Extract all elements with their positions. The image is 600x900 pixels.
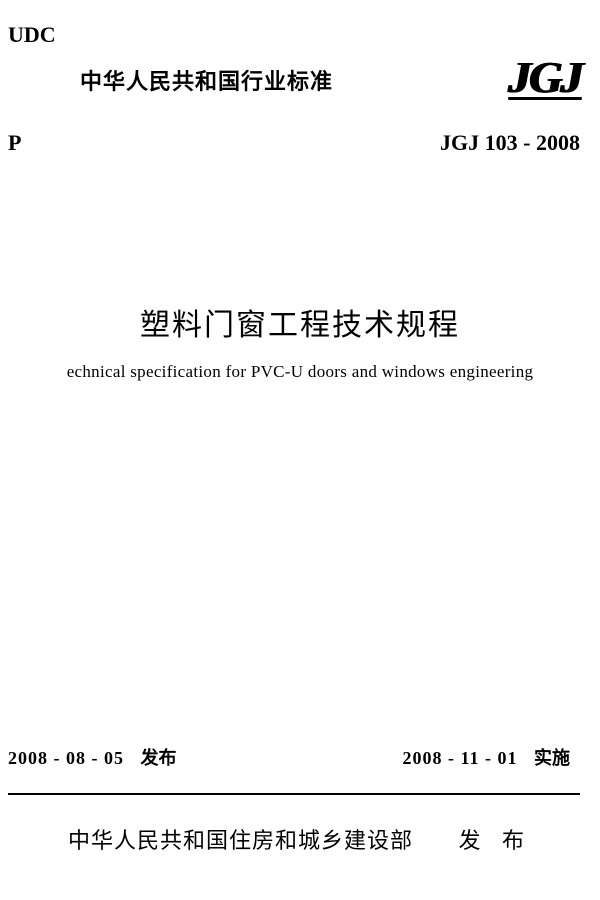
publisher-row: 中华人民共和国住房和城乡建设部 发 布: [0, 823, 600, 855]
jgj-logo: JGJ: [508, 60, 581, 100]
issue-date: 2008 - 08 - 05: [8, 748, 124, 768]
standard-code: JGJ 103 - 2008: [440, 130, 580, 156]
effective-date: 2008 - 11 - 01: [403, 748, 518, 768]
effective-action: 实施: [534, 748, 570, 768]
header-row: 中华人民共和国行业标准 JGJ: [0, 60, 580, 100]
standard-cover-page: UDC 中华人民共和国行业标准 JGJ P JGJ 103 - 2008 塑料门…: [0, 0, 600, 900]
publisher-action: 发 布: [459, 828, 533, 853]
effective-date-item: 2008 - 11 - 01 实施: [403, 744, 571, 770]
standard-type-label: 中华人民共和国行业标准: [80, 64, 333, 96]
code-row: P JGJ 103 - 2008: [8, 130, 580, 156]
dates-row: 2008 - 08 - 05 发布 2008 - 11 - 01 实施: [8, 744, 570, 770]
title-english: echnical specification for PVC-U doors a…: [0, 362, 600, 382]
bottom-divider: [8, 793, 580, 795]
p-label: P: [8, 130, 21, 156]
issue-action: 发布: [141, 748, 177, 768]
publisher-org: 中华人民共和国住房和城乡建设部: [68, 828, 413, 853]
title-block: 塑料门窗工程技术规程 echnical specification for PV…: [0, 300, 600, 382]
udc-label: UDC: [8, 22, 56, 48]
title-chinese: 塑料门窗工程技术规程: [0, 300, 600, 344]
issue-date-item: 2008 - 08 - 05 发布: [8, 744, 177, 770]
